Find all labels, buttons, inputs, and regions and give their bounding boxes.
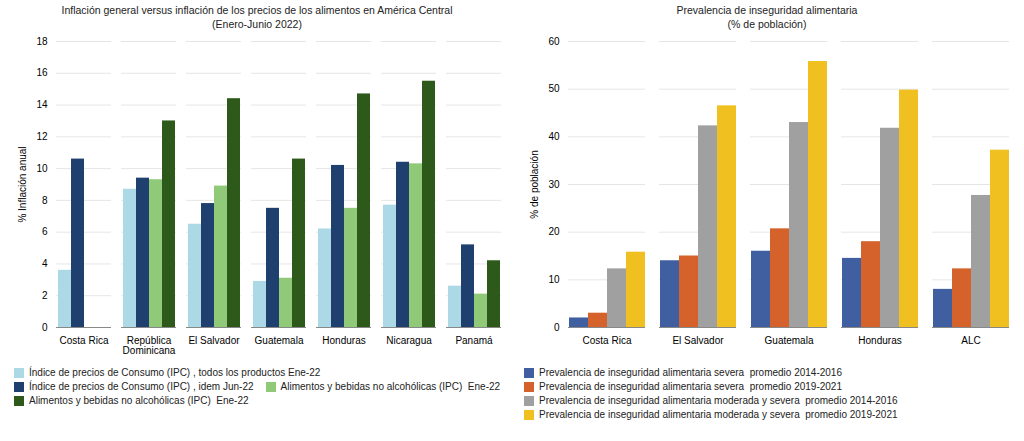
html-text:Índice de precios de Consumo (: Índice de precios de Consumo (IPC) , ide…: [29, 381, 254, 393]
svg-text:40: 40: [548, 131, 560, 142]
svg-text:Guatemala: Guatemala: [765, 335, 814, 346]
svg-text:10: 10: [548, 274, 560, 285]
svg-text:Guatemala: Guatemala: [255, 335, 304, 346]
svg-text:% de población: % de población: [529, 151, 540, 219]
svg-text:50: 50: [548, 84, 560, 95]
svg-text:Nicaragua: Nicaragua: [386, 335, 432, 346]
svg-text:Honduras: Honduras: [322, 335, 365, 346]
svg-text:RepúblicaDominicana: RepúblicaDominicana: [123, 335, 176, 356]
svg-text:El Salvador: El Salvador: [672, 335, 724, 346]
svg-text:8: 8: [42, 195, 48, 206]
svg-text:14: 14: [36, 100, 48, 111]
html-text:Alimentos y bebidas no alcohól: Alimentos y bebidas no alcohólicas (IPC)…: [29, 395, 249, 407]
html-text:Prevalencia de inseguridad ali: Prevalencia de inseguridad alimentaria m…: [539, 395, 898, 407]
html-text:Prevalencia de inseguridad ali: Prevalencia de inseguridad alimentaria s…: [539, 381, 842, 393]
svg-text:Honduras: Honduras: [858, 335, 901, 346]
html-text:Prevalencia de inseguridad ali: Prevalencia de inseguridad alimentaria m…: [539, 409, 898, 421]
html-text:Índice de precios de Consumo (: Índice de precios de Consumo (IPC) , tod…: [29, 367, 321, 379]
svg-text:4: 4: [42, 258, 48, 269]
html-text:Prevalencia de inseguridad ali: Prevalencia de inseguridad alimentaria (…: [676, 4, 858, 30]
svg-text:0: 0: [554, 322, 560, 333]
svg-text:20: 20: [548, 227, 560, 238]
svg-text:% Inflación anual: % Inflación anual: [17, 147, 28, 223]
svg-text:16: 16: [36, 68, 48, 79]
html-text:Inflación general versus infla: Inflación general versus inflación de lo…: [61, 4, 453, 30]
svg-text:60: 60: [548, 36, 560, 47]
svg-text:12: 12: [36, 131, 48, 142]
html-text:Prevalencia de inseguridad ali: Prevalencia de inseguridad alimentaria s…: [539, 367, 842, 379]
svg-text:El Salvador: El Salvador: [188, 335, 240, 346]
svg-text:18: 18: [36, 36, 48, 47]
svg-text:Panamá: Panamá: [455, 335, 493, 346]
svg-text:6: 6: [42, 227, 48, 238]
svg-text:2: 2: [42, 290, 48, 301]
html-text:Alimentos y bebidas no alcohól: Alimentos y bebidas no alcohólicas (IPC)…: [280, 381, 501, 393]
svg-text:0: 0: [42, 322, 48, 333]
svg-text:Costa Rica: Costa Rica: [60, 335, 109, 346]
svg-text:ALC: ALC: [961, 335, 980, 346]
svg-text:30: 30: [548, 179, 560, 190]
svg-text:Costa Rica: Costa Rica: [583, 335, 632, 346]
svg-text:10: 10: [36, 163, 48, 174]
